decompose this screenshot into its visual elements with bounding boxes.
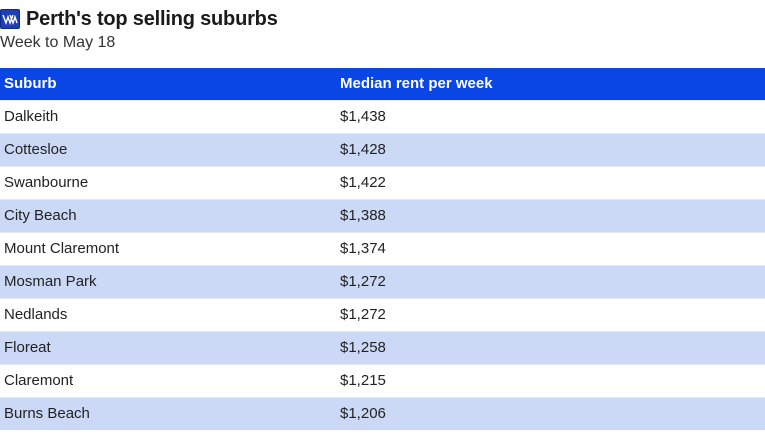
- suburb-cell: Mosman Park: [0, 264, 336, 298]
- table-row: Mount Claremont $1,374: [0, 231, 765, 265]
- table-row: Floreat $1,258: [0, 330, 765, 364]
- data-table: Suburb Median rent per week Dalkeith $1,4…: [0, 68, 765, 430]
- median-rent-cell: $1,206: [336, 396, 765, 430]
- suburb-cell: Swanbourne: [0, 165, 336, 199]
- suburb-cell: Nedlands: [0, 297, 336, 331]
- median-rent-cell: $1,272: [336, 264, 765, 298]
- median-rent-cell: $1,374: [336, 231, 765, 265]
- publisher-logo-icon: [0, 9, 20, 29]
- suburb-cell: Cottesloe: [0, 132, 336, 166]
- table-row: Swanbourne $1,422: [0, 165, 765, 199]
- table-row: Nedlands $1,272: [0, 297, 765, 331]
- median-rent-cell: $1,422: [336, 165, 765, 199]
- suburb-cell: City Beach: [0, 198, 336, 232]
- suburb-cell: Mount Claremont: [0, 231, 336, 265]
- median-rent-cell: $1,438: [336, 99, 765, 133]
- table-row: Cottesloe $1,428: [0, 132, 765, 166]
- column-header-suburb: Suburb: [0, 68, 336, 100]
- chart-subtitle: Week to May 18: [0, 34, 116, 51]
- median-rent-cell: $1,258: [336, 330, 765, 364]
- chart-header: Perth's top selling suburbs: [0, 6, 278, 32]
- table-header-row: Suburb Median rent per week: [0, 68, 765, 100]
- suburb-cell: Burns Beach: [0, 396, 336, 430]
- suburb-cell: Floreat: [0, 330, 336, 364]
- median-rent-cell: $1,388: [336, 198, 765, 232]
- table-row: Dalkeith $1,438: [0, 99, 765, 133]
- chart-title: Perth's top selling suburbs: [26, 8, 278, 30]
- table-row: City Beach $1,388: [0, 198, 765, 232]
- column-header-median-rent: Median rent per week: [336, 68, 765, 100]
- table-body: Dalkeith $1,438 Cottesloe $1,428 Swanbourne $…: [0, 99, 765, 430]
- median-rent-cell: $1,428: [336, 132, 765, 166]
- median-rent-cell: $1,272: [336, 297, 765, 331]
- median-rent-cell: $1,215: [336, 363, 765, 397]
- table-row: Mosman Park $1,272: [0, 264, 765, 298]
- table-row: Burns Beach $1,206: [0, 396, 765, 430]
- suburb-cell: Claremont: [0, 363, 336, 397]
- suburb-cell: Dalkeith: [0, 99, 336, 133]
- table-row: Claremont $1,215: [0, 363, 765, 397]
